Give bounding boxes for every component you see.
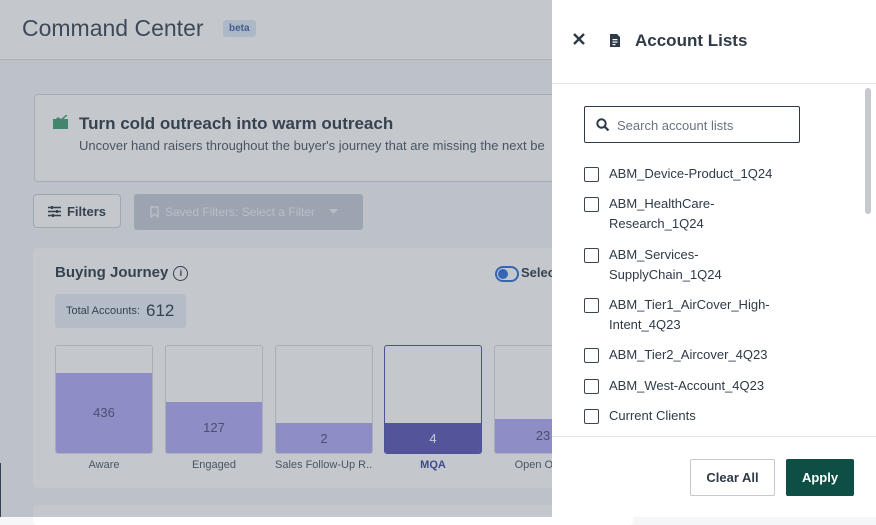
account-list-label: ABM_HealthCare-Research_1Q24 bbox=[609, 196, 715, 231]
search-icon bbox=[596, 118, 610, 132]
search-input[interactable] bbox=[615, 107, 799, 144]
filters-label: Filters bbox=[66, 203, 106, 219]
scrollbar-thumb[interactable] bbox=[865, 88, 871, 214]
account-list-label: Current Clients bbox=[609, 408, 696, 423]
account-list-item[interactable]: ABM_Tier2_Aircover_4Q23 bbox=[584, 347, 784, 365]
account-list-label: ABM_Tier2_Aircover_4Q23 bbox=[609, 347, 768, 362]
journey-title: Buying Journey i bbox=[55, 264, 189, 281]
page-title: Command Center bbox=[22, 15, 204, 41]
account-list-label: ABM_West-Account_4Q23 bbox=[609, 378, 765, 393]
beta-badge: beta bbox=[223, 20, 256, 37]
stage-count: 4 bbox=[385, 423, 481, 453]
account-list-checkbox[interactable] bbox=[584, 248, 599, 263]
journey-stage[interactable]: 436 bbox=[55, 345, 153, 454]
filters-button[interactable]: Filters bbox=[33, 194, 121, 228]
drawer-header: Account Lists bbox=[552, 0, 876, 84]
total-accounts: Total Accounts: 612 bbox=[55, 294, 186, 328]
account-list-item[interactable]: ABM_West-Account_4Q23 bbox=[584, 378, 784, 396]
stage-count: 436 bbox=[56, 372, 152, 453]
account-list-scroll-area[interactable]: ABM_Device-Product_1Q24 ABM_HealthCare-Re… bbox=[552, 84, 862, 435]
drawer-title: Account Lists bbox=[635, 31, 748, 50]
total-accounts-label: Total Accounts: bbox=[66, 305, 140, 317]
select-toggle[interactable] bbox=[495, 266, 519, 282]
promo-banner: Turn cold outreach into warm outreach Un… bbox=[34, 94, 636, 182]
account-list-item[interactable]: ABM_Device-Product_1Q24 bbox=[584, 166, 784, 184]
select-toggle-label: Selec bbox=[521, 265, 555, 280]
info-icon[interactable]: i bbox=[173, 265, 189, 281]
caret-down-icon bbox=[329, 209, 339, 214]
account-list-item[interactable]: ABM_HealthCare-Research_1Q24 bbox=[584, 196, 784, 234]
saved-filters-select[interactable]: Saved Filters: Select a Filter bbox=[134, 194, 363, 230]
stage-label: Sales Follow-Up R... bbox=[275, 459, 373, 471]
filter-icon bbox=[47, 205, 61, 217]
account-list-checkbox[interactable] bbox=[584, 298, 599, 313]
saved-filters-label: Saved Filters: Select a Filter bbox=[165, 205, 316, 219]
account-list-item[interactable]: ABM_Tier1_AirCover_High-Intent_4Q23 bbox=[584, 297, 784, 335]
journey-stage[interactable]: 127 bbox=[165, 345, 263, 454]
stage-label: MQA bbox=[420, 459, 446, 471]
clear-all-button[interactable]: Clear All bbox=[690, 459, 775, 496]
stage-count: 2 bbox=[276, 423, 372, 453]
account-list-item[interactable]: ABM_Services-SupplyChain_1Q24 bbox=[584, 247, 784, 285]
account-lists-drawer: Account Lists ABM_Device-Product_1Q24ABM… bbox=[552, 0, 876, 517]
journey-stage[interactable]: 2 bbox=[275, 345, 373, 454]
drawer-footer: Clear All Apply bbox=[552, 436, 876, 518]
journey-stage[interactable]: 4 bbox=[384, 345, 482, 454]
account-list-checkbox[interactable] bbox=[584, 197, 599, 212]
account-list-label: ABM_Tier1_AirCover_High-Intent_4Q23 bbox=[609, 297, 770, 332]
chart-icon bbox=[53, 115, 68, 129]
account-list-item[interactable]: Current Clients bbox=[584, 408, 784, 426]
apply-button[interactable]: Apply bbox=[786, 459, 854, 496]
total-accounts-value: 612 bbox=[146, 301, 175, 320]
stage-label: Aware bbox=[88, 459, 120, 471]
banner-subtitle: Uncover hand raisers throughout the buye… bbox=[79, 138, 545, 153]
account-list-checkbox[interactable] bbox=[584, 167, 599, 182]
account-list-checkbox[interactable] bbox=[584, 348, 599, 363]
buying-journey-card: Buying Journey i Selec Total Accounts: 61… bbox=[33, 248, 633, 488]
bookmark-icon bbox=[150, 206, 159, 218]
account-list-checkbox[interactable] bbox=[584, 379, 599, 394]
close-icon[interactable] bbox=[572, 32, 586, 46]
search-box bbox=[584, 106, 800, 144]
document-list-icon bbox=[610, 34, 620, 47]
stage-count: 127 bbox=[166, 401, 262, 453]
account-list-label: ABM_Services-SupplyChain_1Q24 bbox=[609, 247, 722, 282]
account-list-checkbox[interactable] bbox=[584, 409, 599, 424]
scrollbar[interactable] bbox=[863, 86, 873, 435]
account-list-label: ABM_Device-Product_1Q24 bbox=[609, 166, 773, 181]
divider bbox=[0, 463, 1, 517]
journey-title-text: Buying Journey bbox=[55, 264, 169, 281]
stage-label: Engaged bbox=[191, 459, 237, 471]
banner-title: Turn cold outreach into warm outreach bbox=[79, 114, 394, 133]
